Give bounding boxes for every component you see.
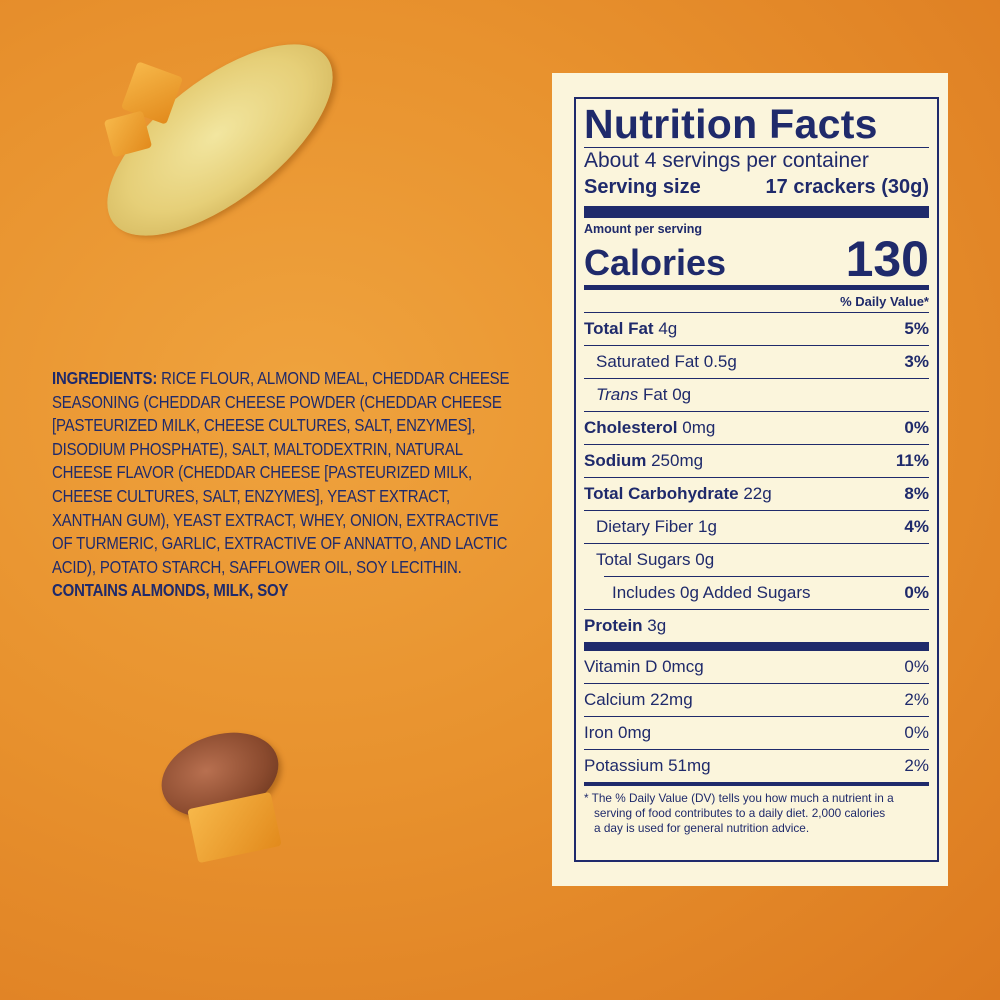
amount-per-serving: Amount per serving: [584, 222, 703, 236]
nutrient-row-added-sugars: Includes 0g Added Sugars 0%: [604, 576, 929, 609]
calories-row: Calories 130: [584, 231, 929, 287]
nutrition-title: Nutrition Facts: [584, 101, 878, 147]
nutrient-row-dietary-fiber: Dietary Fiber 1g 4%: [584, 510, 929, 543]
divider-thick: [584, 206, 929, 218]
vitamin-row-iron: Iron 0mg 0%: [584, 716, 929, 749]
daily-value-header: % Daily Value*: [840, 294, 929, 309]
divider-thick: [584, 642, 929, 651]
serving-size: Serving size 17 crackers (30g): [584, 176, 929, 198]
daily-value-footnote: * The % Daily Value (DV) tells you how m…: [584, 791, 894, 835]
nutrient-row-trans-fat: Trans Fat 0g: [584, 378, 929, 411]
nutrient-row-total-carbohydrate: Total Carbohydrate 22g 8%: [584, 477, 929, 510]
servings-per-container: About 4 servings per container: [584, 149, 869, 172]
nutrient-row-sodium: Sodium 250mg 11%: [584, 444, 929, 477]
divider-medium: [584, 782, 929, 786]
nutrient-row-cholesterol: Cholesterol 0mg 0%: [584, 411, 929, 444]
nutrient-row-saturated-fat: Saturated Fat 0.5g 3%: [584, 345, 929, 378]
ingredients-label: INGREDIENTS:: [52, 368, 158, 388]
calories-value: 130: [845, 231, 929, 287]
vitamin-row-vitamin-d: Vitamin D 0mcg 0%: [584, 657, 929, 676]
allergen-statement: CONTAINS ALMONDS, MILK, SOY: [52, 580, 289, 601]
nutrition-label: Nutrition Facts About 4 servings per con…: [552, 73, 948, 886]
ingredients-list: RICE FLOUR, ALMOND MEAL, CHEDDAR CHEESE …: [52, 368, 510, 577]
nutrition-facts-panel: Nutrition Facts About 4 servings per con…: [574, 97, 939, 862]
ingredients-text: INGREDIENTS: RICE FLOUR, ALMOND MEAL, CH…: [52, 367, 516, 603]
nutrient-row-protein: Protein 3g: [584, 609, 929, 642]
divider-medium: [584, 285, 929, 290]
vitamin-row-calcium: Calcium 22mg 2%: [584, 683, 929, 716]
vitamin-row-potassium: Potassium 51mg 2%: [584, 749, 929, 782]
nutrient-row-total-fat: Total Fat 4g 5%: [584, 312, 929, 345]
nutrient-row-total-sugars: Total Sugars 0g: [584, 543, 929, 576]
